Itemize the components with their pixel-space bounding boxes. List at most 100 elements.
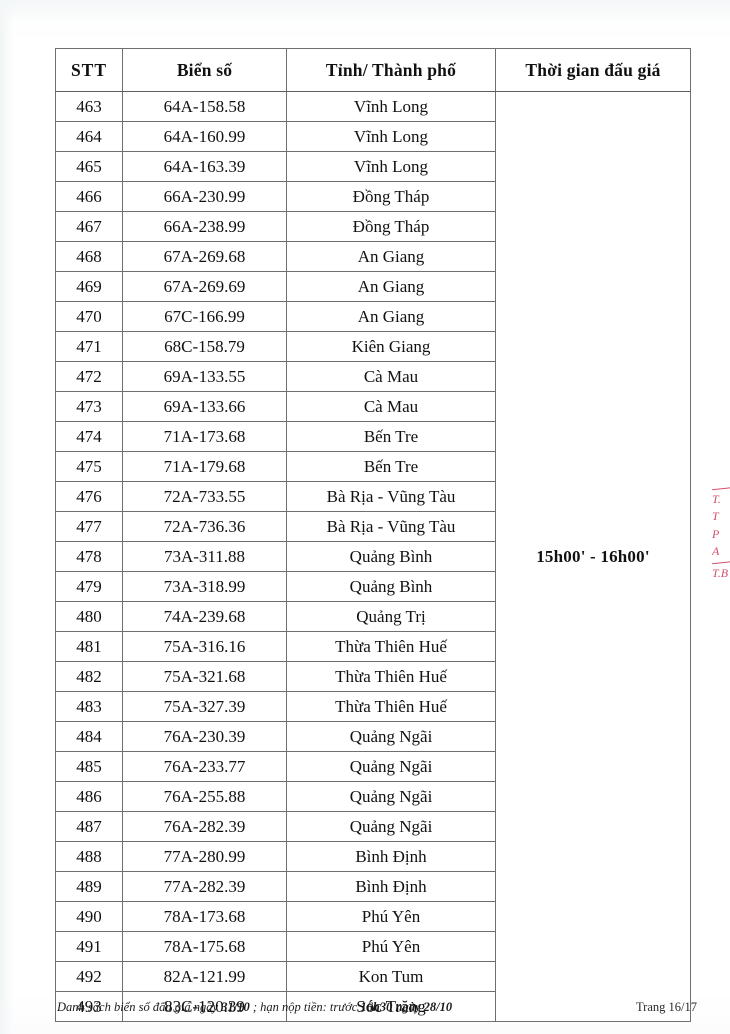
cell-stt: 472 <box>55 361 123 392</box>
cell-tinh-thanh-pho: Thừa Thiên Huế <box>286 661 496 692</box>
cell-stt: 473 <box>55 391 123 422</box>
footer-text-part2: ; hạn nộp tiền: trước <box>249 1000 361 1014</box>
cell-tinh-thanh-pho: Kon Tum <box>286 961 496 992</box>
annotation-rule-top <box>712 487 730 491</box>
cell-tinh-thanh-pho: Sóc Trăng <box>286 991 496 1022</box>
table-body: 463 64A-158.58 Vĩnh Long 15h00' - 16h00' 464… <box>55 91 691 1022</box>
cell-bien-so: 76A-282.39 <box>122 811 287 842</box>
cell-tinh-thanh-pho: Cà Mau <box>286 391 496 422</box>
cell-tinh-thanh-pho: Phú Yên <box>286 931 496 962</box>
cell-bien-so: 66A-230.99 <box>122 181 287 212</box>
cell-stt: 467 <box>55 211 123 242</box>
cell-bien-so: 76A-230.39 <box>122 721 287 752</box>
cell-tinh-thanh-pho: Bà Rịa - Vũng Tàu <box>286 511 496 542</box>
cell-bien-so: 77A-282.39 <box>122 871 287 902</box>
cell-stt: 478 <box>55 541 123 572</box>
cell-tinh-thanh-pho: Thừa Thiên Huế <box>286 691 496 722</box>
cell-thoi-gian-dau-gia: 15h00' - 16h00' <box>495 91 691 1022</box>
annotation-line-5: T.B <box>712 565 729 580</box>
cell-bien-so: 75A-327.39 <box>122 691 287 722</box>
column-header-stt: STT <box>55 48 123 92</box>
cell-stt: 475 <box>55 451 123 482</box>
cell-bien-so: 71A-179.68 <box>122 451 287 482</box>
scan-top-shading <box>0 0 730 20</box>
footer-text-part1: Danh sách biển số đấu giá ngày <box>57 1000 222 1014</box>
column-header-tinh-thanh-pho: Tỉnh/ Thành phố <box>286 48 496 92</box>
cell-bien-so: 74A-239.68 <box>122 601 287 632</box>
cell-bien-so: 66A-238.99 <box>122 211 287 242</box>
table-row: 472 69A-133.55 Cà Mau <box>55 361 691 392</box>
table-row: 487 76A-282.39 Quảng Ngãi <box>55 811 691 842</box>
column-header-bien-so: Biển số <box>122 48 287 92</box>
cell-bien-so: 78A-175.68 <box>122 931 287 962</box>
cell-bien-so: 83C-120.39 <box>122 991 287 1022</box>
table-header-row: STT Biển số Tỉnh/ Thành phố Thời gian đấ… <box>55 48 691 92</box>
table-row: 482 75A-321.68 Thừa Thiên Huế <box>55 661 691 692</box>
cell-tinh-thanh-pho: Phú Yên <box>286 901 496 932</box>
annotation-rule-bottom <box>712 560 730 564</box>
cell-stt: 470 <box>55 301 123 332</box>
cell-bien-so: 76A-255.88 <box>122 781 287 812</box>
table-row: 485 76A-233.77 Quảng Ngãi <box>55 751 691 782</box>
table-row: 491 78A-175.68 Phú Yên <box>55 931 691 962</box>
footer-auction-date: 31/10 <box>221 1000 250 1014</box>
cell-stt: 481 <box>55 631 123 662</box>
cell-stt: 464 <box>55 121 123 152</box>
table-row: 493 83C-120.39 Sóc Trăng <box>55 991 691 1022</box>
cell-stt: 491 <box>55 931 123 962</box>
table-header: STT Biển số Tỉnh/ Thành phố Thời gian đấ… <box>55 48 691 92</box>
cell-bien-so: 73A-318.99 <box>122 571 287 602</box>
table-row: 481 75A-316.16 Thừa Thiên Huế <box>55 631 691 662</box>
cell-tinh-thanh-pho: Quảng Bình <box>286 541 496 572</box>
footer-note: Danh sách biển số đấu giá ngày 31/10 ; h… <box>57 1000 452 1015</box>
cell-stt: 492 <box>55 961 123 992</box>
cell-tinh-thanh-pho: Kiên Giang <box>286 331 496 362</box>
cell-stt: 490 <box>55 901 123 932</box>
cell-stt: 486 <box>55 781 123 812</box>
cell-stt: 482 <box>55 661 123 692</box>
cell-bien-so: 64A-158.58 <box>122 91 287 122</box>
cell-stt: 487 <box>55 811 123 842</box>
cell-tinh-thanh-pho: Quảng Trị <box>286 601 496 632</box>
cell-tinh-thanh-pho: An Giang <box>286 271 496 302</box>
cell-bien-so: 72A-733.55 <box>122 481 287 512</box>
cell-stt: 468 <box>55 241 123 272</box>
cell-tinh-thanh-pho: Vĩnh Long <box>286 151 496 182</box>
cell-stt: 463 <box>55 91 123 122</box>
table-row: 463 64A-158.58 Vĩnh Long 15h00' - 16h00' <box>55 91 691 1022</box>
red-margin-annotation: T. T P A T.B <box>712 487 730 622</box>
cell-bien-so: 75A-316.16 <box>122 631 287 662</box>
table-row: 488 77A-280.99 Bình Định <box>55 841 691 872</box>
cell-bien-so: 67A-269.69 <box>122 271 287 302</box>
cell-tinh-thanh-pho: Bình Định <box>286 871 496 902</box>
table-row: 464 64A-160.99 Vĩnh Long <box>55 121 691 152</box>
cell-tinh-thanh-pho: Quảng Ngãi <box>286 721 496 752</box>
cell-bien-so: 72A-736.36 <box>122 511 287 542</box>
cell-bien-so: 67A-269.68 <box>122 241 287 272</box>
annotation-line-4: A <box>712 544 720 559</box>
cell-bien-so: 71A-173.68 <box>122 421 287 452</box>
cell-stt: 474 <box>55 421 123 452</box>
cell-stt: 479 <box>55 571 123 602</box>
table-row: 484 76A-230.39 Quảng Ngãi <box>55 721 691 752</box>
cell-tinh-thanh-pho: Quảng Ngãi <box>286 811 496 842</box>
table-row: 486 76A-255.88 Quảng Ngãi <box>55 781 691 812</box>
cell-tinh-thanh-pho: Đồng Tháp <box>286 181 496 212</box>
cell-stt: 465 <box>55 151 123 182</box>
table-row: 473 69A-133.66 Cà Mau <box>55 391 691 422</box>
cell-tinh-thanh-pho: Quảng Ngãi <box>286 781 496 812</box>
cell-tinh-thanh-pho: Cà Mau <box>286 361 496 392</box>
cell-stt: 466 <box>55 181 123 212</box>
cell-tinh-thanh-pho: Quảng Bình <box>286 571 496 602</box>
cell-stt: 489 <box>55 871 123 902</box>
cell-tinh-thanh-pho: Vĩnh Long <box>286 91 496 122</box>
cell-bien-so: 67C-166.99 <box>122 301 287 332</box>
annotation-line-2: T <box>712 509 719 524</box>
cell-stt: 483 <box>55 691 123 722</box>
cell-stt: 480 <box>55 601 123 632</box>
table-row: 465 64A-163.39 Vĩnh Long <box>55 151 691 182</box>
cell-bien-so: 69A-133.66 <box>122 391 287 422</box>
cell-bien-so: 77A-280.99 <box>122 841 287 872</box>
cell-stt: 493 <box>55 991 123 1022</box>
